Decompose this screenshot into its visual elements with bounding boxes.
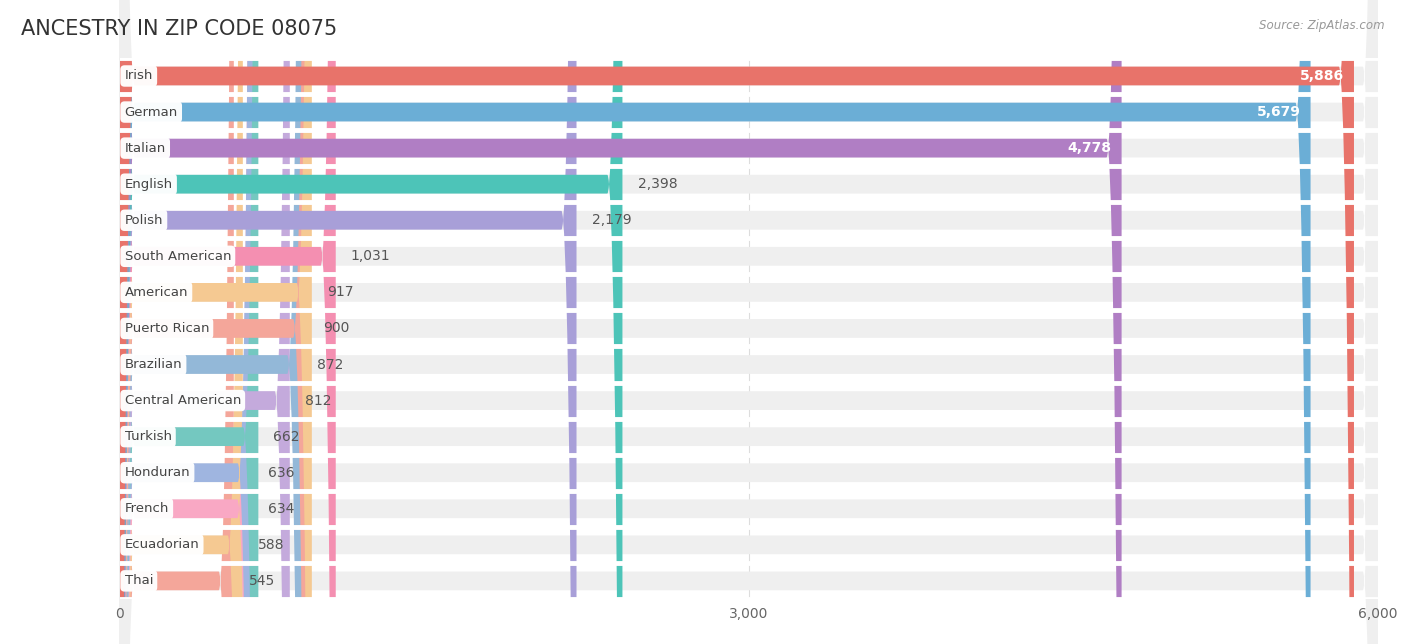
Text: 4,778: 4,778 — [1067, 141, 1112, 155]
FancyBboxPatch shape — [120, 0, 1378, 644]
Text: 5,886: 5,886 — [1299, 69, 1344, 83]
FancyBboxPatch shape — [120, 0, 1378, 644]
Text: 1,031: 1,031 — [352, 249, 391, 263]
FancyBboxPatch shape — [120, 0, 1378, 644]
Text: 588: 588 — [257, 538, 284, 552]
Text: 812: 812 — [305, 393, 332, 408]
FancyBboxPatch shape — [120, 0, 623, 644]
FancyBboxPatch shape — [120, 0, 233, 644]
Text: 5,679: 5,679 — [1257, 105, 1301, 119]
Text: Polish: Polish — [125, 214, 163, 227]
Text: Turkish: Turkish — [125, 430, 172, 443]
FancyBboxPatch shape — [120, 0, 1378, 644]
FancyBboxPatch shape — [120, 0, 1378, 644]
FancyBboxPatch shape — [120, 0, 1378, 644]
FancyBboxPatch shape — [120, 0, 243, 644]
Text: American: American — [125, 286, 188, 299]
Text: 917: 917 — [328, 285, 353, 299]
Text: 634: 634 — [267, 502, 294, 516]
FancyBboxPatch shape — [120, 0, 1378, 644]
Text: 900: 900 — [323, 321, 350, 336]
Text: ANCESTRY IN ZIP CODE 08075: ANCESTRY IN ZIP CODE 08075 — [21, 19, 337, 39]
FancyBboxPatch shape — [120, 0, 1378, 644]
Text: Source: ZipAtlas.com: Source: ZipAtlas.com — [1260, 19, 1385, 32]
Text: German: German — [125, 106, 177, 118]
Text: 872: 872 — [318, 357, 344, 372]
FancyBboxPatch shape — [120, 0, 1378, 644]
FancyBboxPatch shape — [120, 0, 308, 644]
Text: South American: South American — [125, 250, 231, 263]
FancyBboxPatch shape — [120, 0, 1354, 644]
FancyBboxPatch shape — [120, 0, 1378, 644]
Text: 2,179: 2,179 — [592, 213, 631, 227]
FancyBboxPatch shape — [120, 0, 302, 644]
Text: Ecuadorian: Ecuadorian — [125, 538, 200, 551]
FancyBboxPatch shape — [120, 0, 253, 644]
FancyBboxPatch shape — [120, 0, 1310, 644]
FancyBboxPatch shape — [120, 0, 1378, 644]
FancyBboxPatch shape — [120, 0, 259, 644]
FancyBboxPatch shape — [120, 0, 1122, 644]
Text: English: English — [125, 178, 173, 191]
FancyBboxPatch shape — [120, 0, 1378, 644]
FancyBboxPatch shape — [120, 0, 290, 644]
Text: Puerto Rican: Puerto Rican — [125, 322, 209, 335]
FancyBboxPatch shape — [120, 0, 576, 644]
Text: 662: 662 — [273, 430, 299, 444]
FancyBboxPatch shape — [120, 0, 336, 644]
Text: Brazilian: Brazilian — [125, 358, 183, 371]
Text: 636: 636 — [269, 466, 294, 480]
Text: Italian: Italian — [125, 142, 166, 155]
Text: 2,398: 2,398 — [637, 177, 678, 191]
FancyBboxPatch shape — [120, 0, 312, 644]
Text: Central American: Central American — [125, 394, 240, 407]
Text: 545: 545 — [249, 574, 276, 588]
FancyBboxPatch shape — [120, 0, 253, 644]
Text: Thai: Thai — [125, 574, 153, 587]
FancyBboxPatch shape — [120, 0, 1378, 644]
FancyBboxPatch shape — [120, 0, 1378, 644]
Text: Honduran: Honduran — [125, 466, 190, 479]
Text: French: French — [125, 502, 169, 515]
FancyBboxPatch shape — [120, 0, 1378, 644]
Text: Irish: Irish — [125, 70, 153, 82]
